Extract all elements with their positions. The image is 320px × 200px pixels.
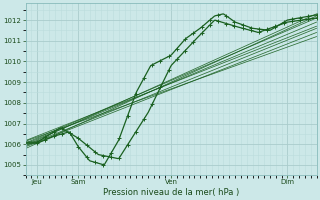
X-axis label: Pression niveau de la mer( hPa ): Pression niveau de la mer( hPa ) [103, 188, 239, 197]
